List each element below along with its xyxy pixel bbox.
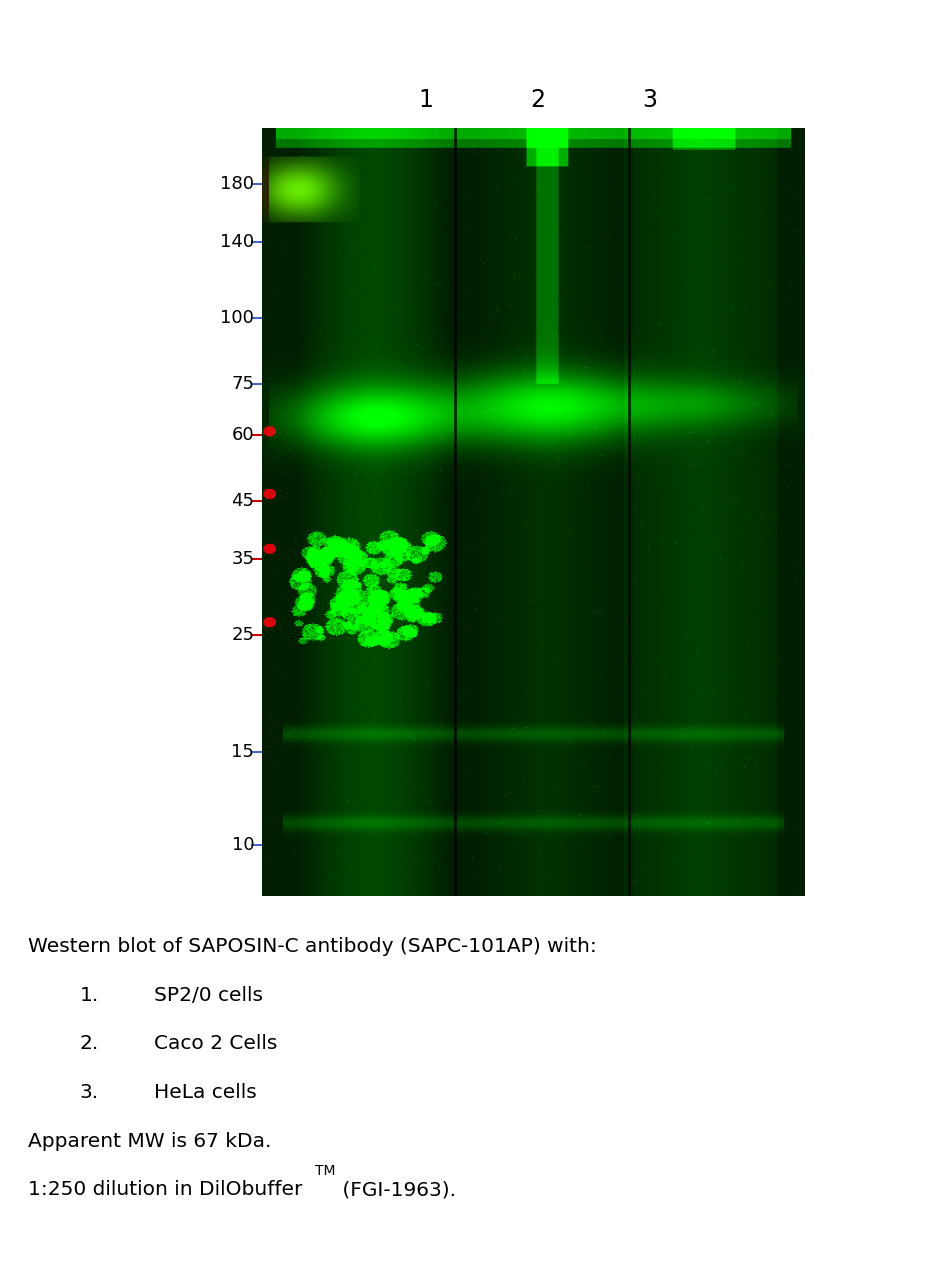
Text: 180: 180 (221, 175, 254, 193)
Text: 45: 45 (231, 492, 254, 509)
Text: 35: 35 (231, 549, 254, 567)
Text: Western blot of SAPOSIN-C antibody (SAPC-101AP) with:: Western blot of SAPOSIN-C antibody (SAPC… (28, 937, 597, 956)
Text: 3.: 3. (79, 1083, 98, 1102)
Text: HeLa cells: HeLa cells (154, 1083, 257, 1102)
Text: 10: 10 (232, 836, 254, 854)
Text: Caco 2 Cells: Caco 2 Cells (154, 1034, 278, 1053)
Text: Apparent MW is 67 kDa.: Apparent MW is 67 kDa. (28, 1132, 271, 1151)
Text: 140: 140 (221, 233, 254, 251)
Text: 15: 15 (232, 744, 254, 762)
Text: 1: 1 (418, 88, 433, 111)
Text: 25: 25 (231, 626, 254, 644)
Text: 1.: 1. (79, 986, 99, 1005)
Text: 2: 2 (530, 88, 545, 111)
Text: 100: 100 (221, 310, 254, 328)
Text: 3: 3 (642, 88, 657, 111)
Text: SP2/0 cells: SP2/0 cells (154, 986, 264, 1005)
Text: 75: 75 (231, 375, 254, 393)
Text: 60: 60 (232, 426, 254, 444)
Text: 1:250 dilution in DilObuffer: 1:250 dilution in DilObuffer (28, 1180, 302, 1199)
Text: (FGI-1963).: (FGI-1963). (336, 1180, 455, 1199)
Text: TM: TM (315, 1164, 336, 1178)
Text: 2.: 2. (79, 1034, 99, 1053)
